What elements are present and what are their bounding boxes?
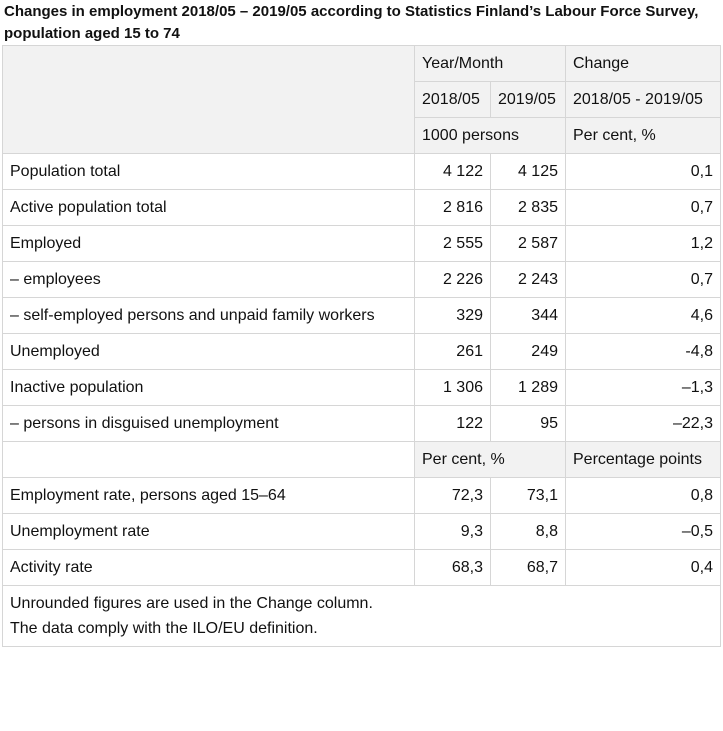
- data-row: – persons in disguised unemployment 122 95…: [2, 405, 721, 442]
- value-cell: 249: [490, 333, 566, 370]
- value-cell: 0,1: [565, 153, 721, 190]
- header-row: 1000 persons Per cent, %: [3, 117, 721, 154]
- unit-cell: Per cent, %: [565, 117, 721, 154]
- unit-row: Per cent, % Percentage points: [2, 441, 721, 478]
- data-row: Activity rate 68,3 68,7 0,4: [2, 549, 721, 586]
- row-label: Employed: [2, 225, 415, 262]
- row-label: Active population total: [2, 189, 415, 226]
- value-cell: 73,1: [490, 477, 566, 514]
- row-label: Unemployment rate: [2, 513, 415, 550]
- value-cell: 0,7: [565, 261, 721, 298]
- table-body: Year/Month Change 2018/05 2019/05 2018/0…: [2, 45, 721, 647]
- value-cell: 4 122: [414, 153, 491, 190]
- value-cell: 0,8: [565, 477, 721, 514]
- data-row: Unemployed 261 249 -4,8: [2, 333, 721, 370]
- value-cell: 344: [490, 297, 566, 334]
- value-cell: 2 555: [414, 225, 491, 262]
- header-corner: [2, 45, 415, 154]
- header-row: 2018/05 2019/05 2018/05 - 2019/05: [3, 81, 721, 118]
- value-cell: -4,8: [565, 333, 721, 370]
- row-label: – persons in disguised unemployment: [2, 405, 415, 442]
- data-row: Population total 4 122 4 125 0,1: [2, 153, 721, 190]
- value-cell: 4 125: [490, 153, 566, 190]
- value-cell: –22,3: [565, 405, 721, 442]
- employment-table: Year/Month Change 2018/05 2019/05 2018/0…: [2, 45, 721, 647]
- data-row: Active population total 2 816 2 835 0,7: [2, 189, 721, 226]
- unit-cell: Per cent, %: [414, 441, 566, 478]
- row-label: Inactive population: [2, 369, 415, 406]
- row-label: Unemployed: [2, 333, 415, 370]
- table-title: Changes in employment 2018/05 – 2019/05 …: [4, 3, 699, 42]
- data-row: Inactive population 1 306 1 289 –1,3: [2, 369, 721, 406]
- unit-corner: [2, 441, 415, 478]
- value-cell: 1 306: [414, 369, 491, 406]
- value-cell: 2 816: [414, 189, 491, 226]
- row-label: – employees: [2, 261, 415, 298]
- value-cell: 8,8: [490, 513, 566, 550]
- header-cell: 2019/05: [490, 81, 566, 118]
- value-cell: 122: [414, 405, 491, 442]
- value-cell: 9,3: [414, 513, 491, 550]
- value-cell: 329: [414, 297, 491, 334]
- data-row: Employed 2 555 2 587 1,2: [2, 225, 721, 262]
- value-cell: 4,6: [565, 297, 721, 334]
- value-cell: 68,7: [490, 549, 566, 586]
- data-row: – self-employed persons and unpaid famil…: [2, 297, 721, 334]
- value-cell: –1,3: [565, 369, 721, 406]
- footnote-row: Unrounded figures are used in the Change…: [2, 585, 721, 647]
- data-row: Employment rate, persons aged 15–64 72,3 7…: [2, 477, 721, 514]
- value-cell: 2 226: [414, 261, 491, 298]
- value-cell: 68,3: [414, 549, 491, 586]
- value-cell: 72,3: [414, 477, 491, 514]
- header-row: Year/Month Change: [2, 45, 721, 154]
- header-cell: 2018/05: [414, 81, 491, 118]
- header-cell: Change: [565, 45, 721, 82]
- value-cell: 2 587: [490, 225, 566, 262]
- value-cell: –0,5: [565, 513, 721, 550]
- row-label: Population total: [2, 153, 415, 190]
- footnote-cell: Unrounded figures are used in the Change…: [2, 585, 721, 647]
- row-label: Activity rate: [2, 549, 415, 586]
- footnote: The data comply with the ILO/EU definiti…: [10, 620, 318, 637]
- row-label: – self-employed persons and unpaid famil…: [2, 297, 415, 334]
- footnote: Unrounded figures are used in the Change…: [10, 595, 373, 612]
- header-cell: 2018/05 - 2019/05: [565, 81, 721, 118]
- value-cell: 95: [490, 405, 566, 442]
- value-cell: 0,4: [565, 549, 721, 586]
- value-cell: 1,2: [565, 225, 721, 262]
- row-label: Employment rate, persons aged 15–64: [2, 477, 415, 514]
- unit-cell: 1000 persons: [414, 117, 566, 154]
- data-row: Unemployment rate 9,3 8,8 –0,5: [2, 513, 721, 550]
- value-cell: 2 835: [490, 189, 566, 226]
- data-row: – employees 2 226 2 243 0,7: [2, 261, 721, 298]
- unit-cell: Percentage points: [565, 441, 721, 478]
- value-cell: 2 243: [490, 261, 566, 298]
- value-cell: 1 289: [490, 369, 566, 406]
- value-cell: 0,7: [565, 189, 721, 226]
- value-cell: 261: [414, 333, 491, 370]
- header-cell: Year/Month: [414, 45, 566, 82]
